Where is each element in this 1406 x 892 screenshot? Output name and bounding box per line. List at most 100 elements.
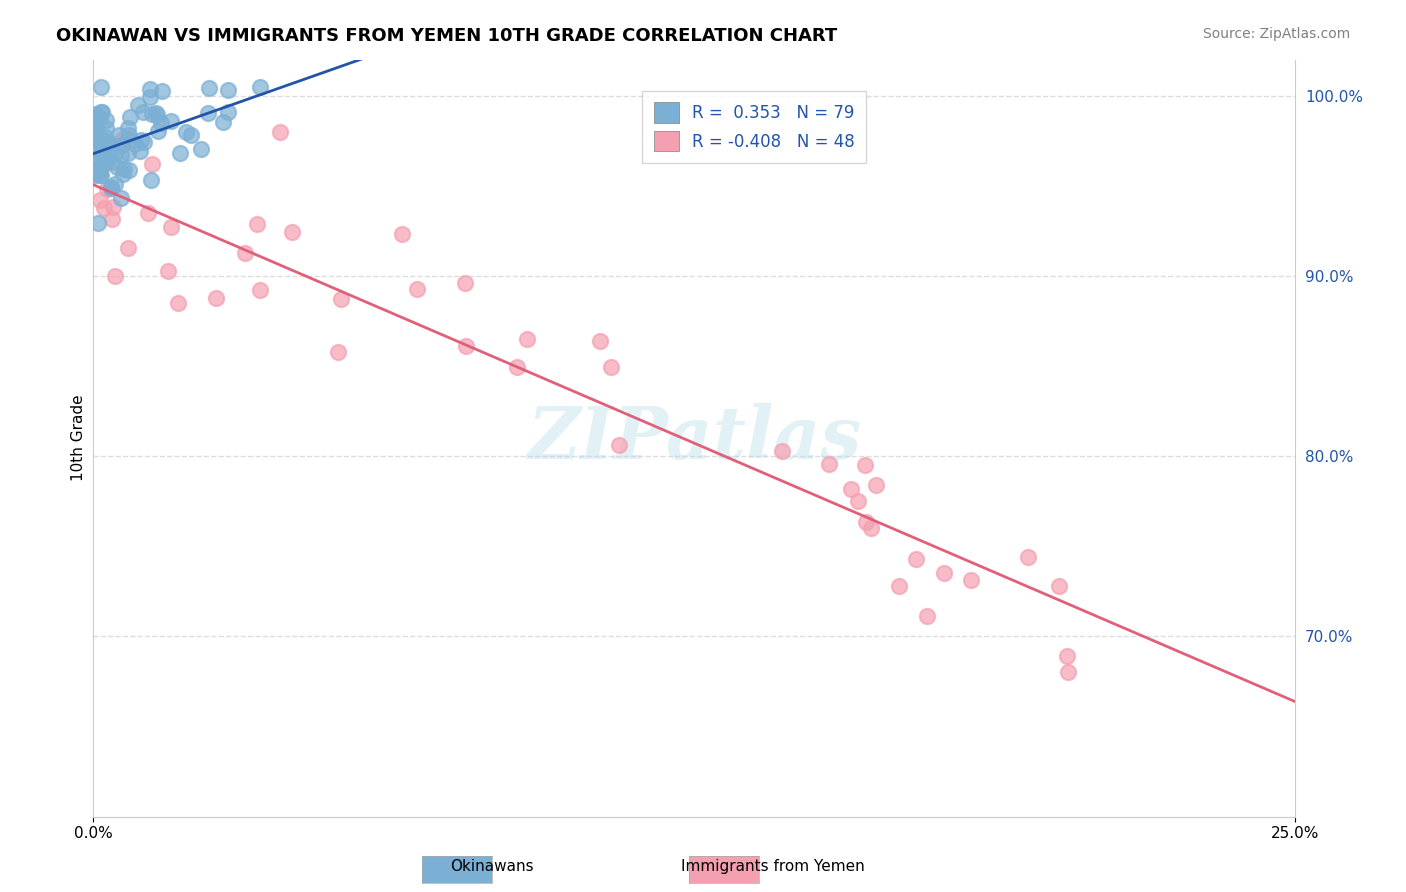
Point: [110, 148, 132, 162]
Point: [84, 131, 107, 145]
Point: [132, 135, 155, 149]
Point: [111, 138, 134, 153]
Point: [96, 182, 118, 196]
Point: [94, 153, 117, 167]
Point: [84, 166, 107, 180]
Point: [100, 211, 122, 226]
Point: [129, 133, 152, 147]
Point: [818, 458, 841, 472]
Point: [932, 566, 955, 580]
Point: [269, 125, 291, 139]
Point: [169, 146, 191, 161]
Point: [190, 142, 212, 156]
Point: [139, 82, 162, 96]
Point: [139, 90, 162, 104]
Point: [860, 521, 883, 535]
Point: [84, 169, 107, 183]
Point: [217, 105, 239, 120]
Point: [86, 153, 108, 168]
Point: [97, 147, 120, 161]
Point: [391, 227, 413, 242]
Point: [89, 112, 111, 126]
Point: [132, 105, 155, 120]
Point: [117, 132, 139, 146]
Point: [93, 129, 115, 144]
Point: [96, 135, 118, 149]
Point: [454, 276, 477, 290]
Point: [90, 79, 112, 94]
Point: [86, 161, 108, 176]
Point: [853, 458, 876, 473]
Point: [141, 157, 163, 171]
Point: [108, 128, 131, 142]
Point: [124, 137, 146, 152]
Point: [104, 146, 127, 161]
Point: [110, 191, 132, 205]
Point: [84, 155, 107, 169]
Point: [607, 438, 630, 452]
Point: [233, 246, 256, 260]
Y-axis label: 10th Grade: 10th Grade: [72, 395, 86, 482]
Point: [100, 180, 122, 194]
Point: [1047, 579, 1070, 593]
Point: [91, 133, 114, 147]
Point: [118, 110, 141, 124]
Point: [516, 332, 538, 346]
Point: [117, 121, 139, 136]
Point: [145, 108, 167, 122]
Point: [98, 140, 121, 154]
Point: [211, 114, 233, 128]
Point: [112, 167, 135, 181]
Point: [1057, 665, 1080, 680]
Point: [87, 143, 110, 157]
Point: [87, 164, 110, 178]
Point: [101, 155, 124, 169]
Point: [118, 128, 141, 142]
Point: [887, 579, 910, 593]
Point: [326, 345, 349, 359]
Point: [904, 552, 927, 566]
Point: [117, 162, 139, 177]
Point: [204, 291, 226, 305]
Text: ZIPatlas: ZIPatlas: [527, 402, 862, 474]
Point: [136, 205, 159, 219]
Point: [90, 104, 112, 119]
Point: [90, 168, 112, 182]
Point: [112, 161, 135, 176]
Point: [167, 295, 190, 310]
Point: [93, 201, 115, 215]
Point: [112, 131, 135, 145]
Point: [84, 113, 107, 128]
Point: [139, 173, 162, 187]
Point: [198, 80, 221, 95]
Point: [217, 83, 239, 97]
Point: [405, 282, 427, 296]
Point: [90, 158, 112, 172]
Point: [90, 105, 112, 120]
Point: [281, 226, 304, 240]
Point: [96, 113, 118, 128]
Point: [84, 122, 107, 136]
Point: [249, 79, 271, 94]
Point: [104, 177, 127, 191]
Point: [145, 105, 167, 120]
Point: [84, 120, 107, 135]
Point: [117, 241, 139, 255]
Point: [94, 120, 117, 135]
Point: [1056, 649, 1078, 664]
Point: [98, 140, 121, 154]
Point: [87, 215, 110, 229]
Point: [96, 152, 118, 166]
Point: [156, 264, 179, 278]
Point: [330, 292, 353, 306]
Text: Immigrants from Yemen: Immigrants from Yemen: [682, 859, 865, 874]
Point: [96, 148, 118, 162]
Point: [104, 269, 127, 284]
Point: [839, 483, 862, 497]
Point: [100, 180, 122, 194]
Point: [89, 168, 111, 182]
Point: [174, 125, 197, 139]
Point: [246, 217, 269, 231]
Point: [865, 478, 887, 492]
Point: [90, 143, 112, 157]
